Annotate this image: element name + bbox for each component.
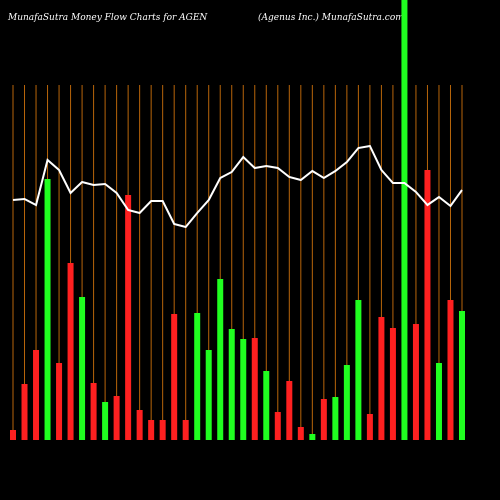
bar (435, 363, 442, 440)
bar (56, 363, 63, 440)
bar (309, 434, 316, 440)
bar (148, 420, 155, 440)
bar (125, 195, 132, 440)
bar (459, 311, 465, 440)
bar (286, 381, 293, 440)
bar (424, 170, 431, 440)
bar (412, 324, 419, 440)
bar (217, 279, 224, 440)
bar (90, 383, 97, 440)
bar (401, 0, 408, 440)
bar (366, 414, 373, 440)
bar (343, 365, 350, 440)
bar (297, 427, 304, 440)
bar (182, 420, 189, 440)
chart-subtitle: (Agenus Inc.) MunafaSutra.com (258, 12, 404, 23)
bar (389, 328, 396, 440)
bar (21, 384, 28, 440)
bar (33, 350, 40, 440)
bar (355, 300, 362, 440)
bar (228, 329, 235, 440)
bar (159, 420, 166, 440)
money-flow-line (12, 144, 463, 229)
bar (44, 179, 51, 440)
bar (205, 350, 212, 440)
chart-title: MunafaSutra Money Flow Charts for AGEN (7, 13, 208, 23)
bar (10, 430, 16, 440)
bar (194, 313, 201, 440)
bar (67, 263, 74, 440)
bar (251, 338, 258, 440)
bar (79, 297, 86, 440)
bar (171, 314, 178, 440)
bar (274, 412, 281, 440)
bar (263, 371, 270, 440)
bar (447, 300, 454, 440)
bar (136, 410, 143, 440)
bar (332, 397, 339, 440)
bar (378, 317, 385, 440)
bar (240, 339, 247, 440)
bar (320, 399, 327, 440)
bar (102, 402, 109, 440)
bar (113, 396, 120, 440)
